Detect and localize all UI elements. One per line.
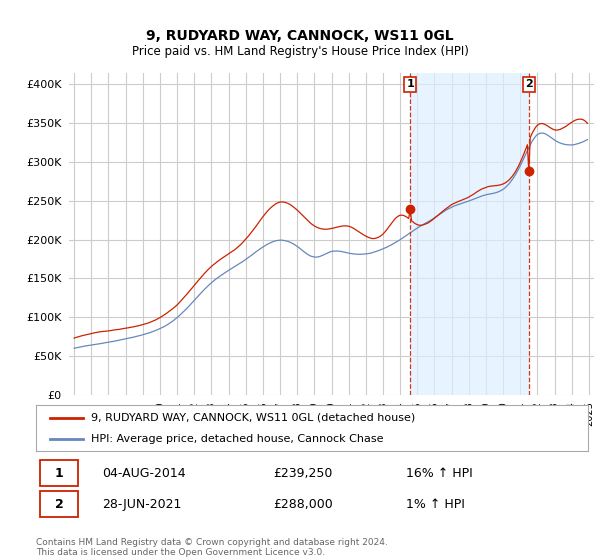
Text: £239,250: £239,250 [274,466,333,479]
Text: Price paid vs. HM Land Registry's House Price Index (HPI): Price paid vs. HM Land Registry's House … [131,45,469,58]
Text: 1: 1 [406,80,414,90]
Text: 1: 1 [55,466,64,479]
Bar [410,73,529,395]
Text: 9, RUDYARD WAY, CANNOCK, WS11 0GL: 9, RUDYARD WAY, CANNOCK, WS11 0GL [146,29,454,44]
Text: 04-AUG-2014: 04-AUG-2014 [102,466,186,479]
Text: £288,000: £288,000 [274,498,333,511]
Text: 2: 2 [55,498,64,511]
FancyBboxPatch shape [40,460,78,486]
Text: 9, RUDYARD WAY, CANNOCK, WS11 0GL (detached house): 9, RUDYARD WAY, CANNOCK, WS11 0GL (detac… [91,413,415,423]
FancyBboxPatch shape [40,492,78,517]
Text: 28-JUN-2021: 28-JUN-2021 [102,498,182,511]
Text: 16% ↑ HPI: 16% ↑ HPI [406,466,473,479]
Text: 2: 2 [525,80,533,90]
Text: HPI: Average price, detached house, Cannock Chase: HPI: Average price, detached house, Cann… [91,435,384,444]
Text: 1% ↑ HPI: 1% ↑ HPI [406,498,465,511]
Text: Contains HM Land Registry data © Crown copyright and database right 2024.
This d: Contains HM Land Registry data © Crown c… [36,538,388,557]
